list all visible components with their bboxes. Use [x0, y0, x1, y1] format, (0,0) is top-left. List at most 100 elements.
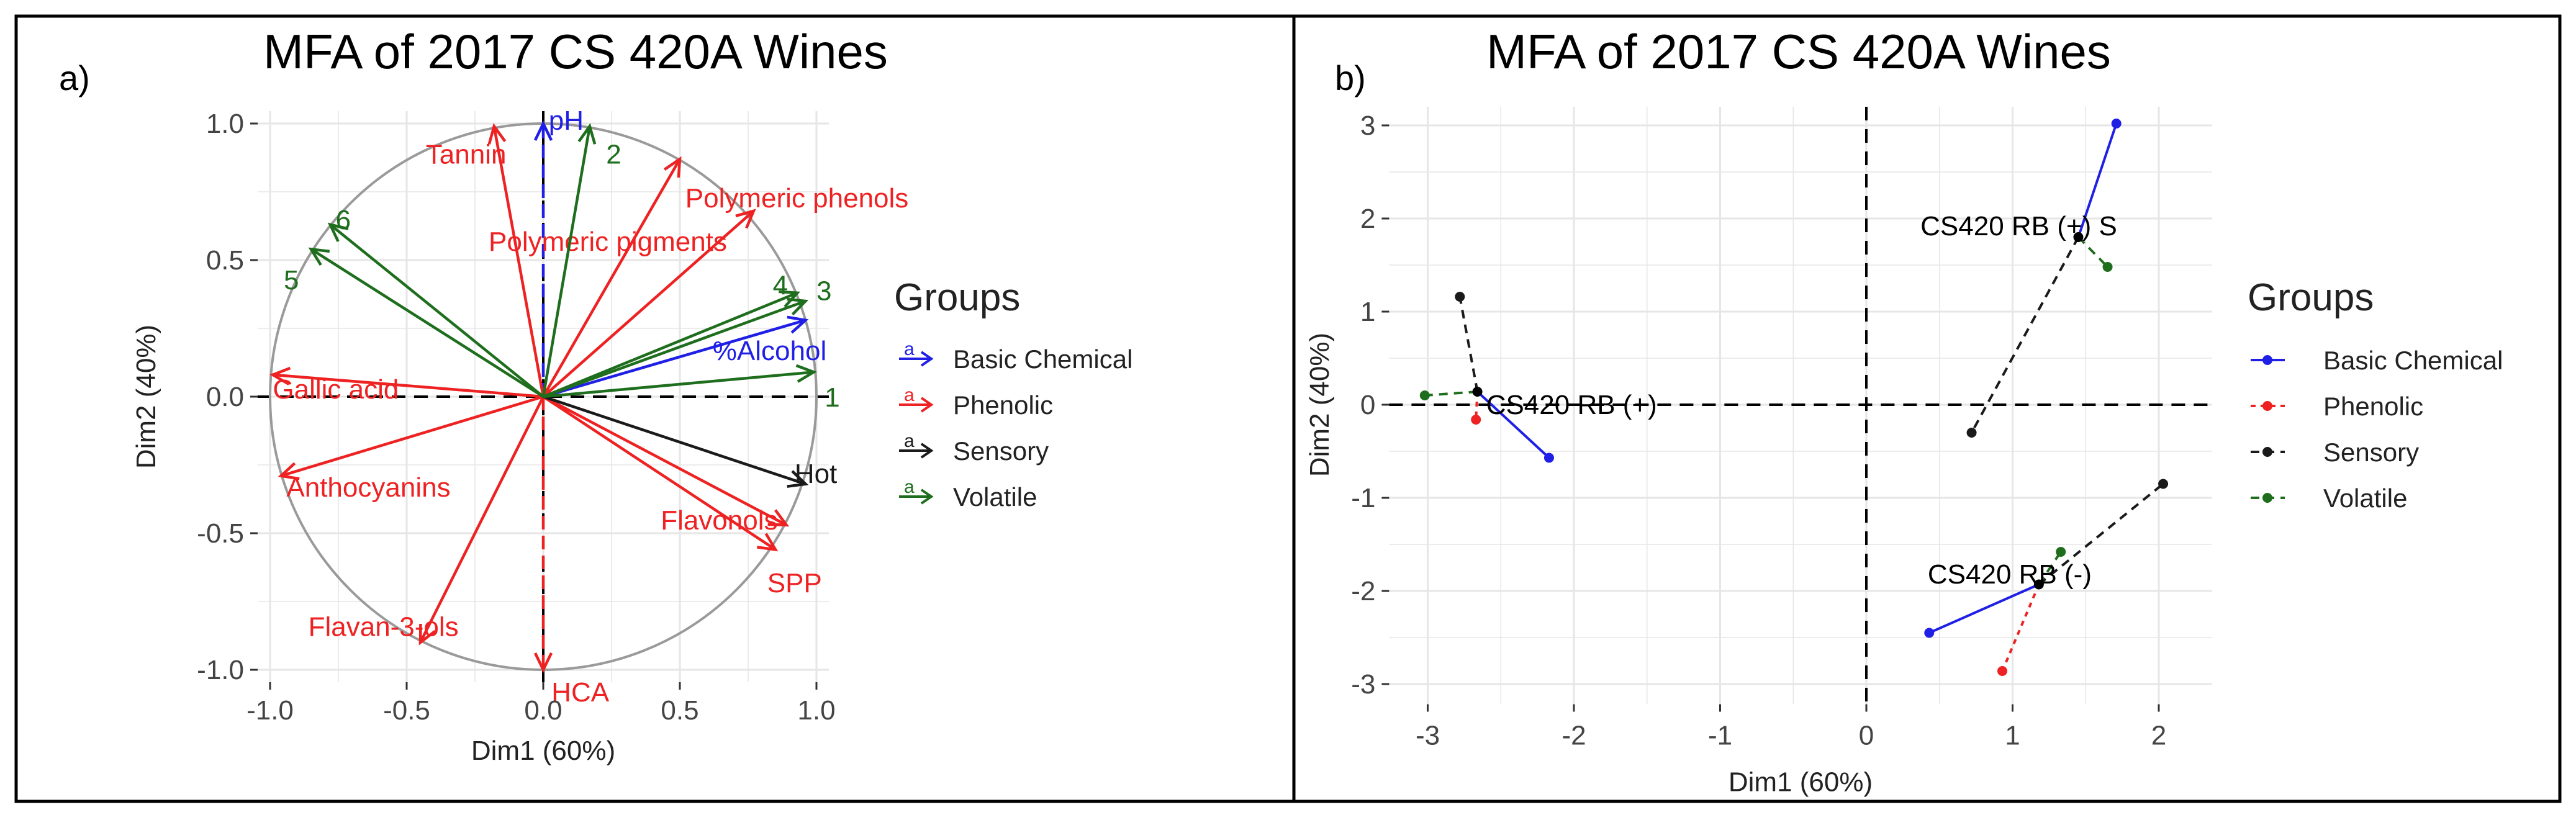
- partial-point-volatile: [2056, 547, 2066, 557]
- x-tick-label: 2: [2151, 721, 2166, 751]
- vector-label: Polymeric phenols: [685, 183, 909, 214]
- vector-label: 4: [773, 271, 788, 301]
- y-tick-label: 2: [1360, 204, 1375, 234]
- vector-5: 5: [284, 247, 545, 398]
- y-tick-label: 0.5: [206, 245, 244, 276]
- x-tick-label: 1.0: [797, 695, 835, 726]
- legend-key-glyph: a: [904, 431, 915, 451]
- legend-point: [2262, 447, 2272, 457]
- panel-a: a) MFA of 2017 CS 420A Wines pH %Alcohol T…: [14, 14, 1296, 803]
- legend-label: Volatile: [953, 482, 1037, 511]
- x-tick-label: -2: [1561, 721, 1586, 751]
- vector-line: [280, 395, 544, 477]
- individual-label: CS420 RB (-): [1928, 559, 2092, 590]
- vector-arrowhead: [533, 652, 553, 674]
- legend-arrowhead: [920, 443, 934, 459]
- partial-segment-sensory: [2038, 482, 2164, 586]
- legend-item-volatile: a Volatile: [899, 477, 1037, 511]
- partial-segment-basic-chemical: [2077, 123, 2118, 238]
- legend-label: Phenolic: [953, 390, 1053, 420]
- chart-a-x-axis-label: Dim1 (60%): [471, 736, 615, 766]
- vector-arrowhead: [327, 222, 349, 242]
- x-tick-label: -1.0: [246, 695, 294, 726]
- vector-arrowhead: [795, 364, 817, 383]
- vector-arrowhead: [735, 209, 756, 229]
- partial-point-phenolic: [1471, 415, 1481, 425]
- panel-b-frame: [1292, 14, 2562, 803]
- legend-item-basic-chemical: a Basic Chemical: [899, 339, 1132, 374]
- partial-point-basic-chemical: [2111, 119, 2122, 128]
- legend-arrowhead: [920, 397, 934, 413]
- vector-label: 2: [606, 139, 621, 169]
- vector-3: 3: [543, 276, 831, 399]
- partial-segment-sensory: [1970, 237, 2080, 433]
- vector-arrowhead: [663, 156, 682, 178]
- legend-label: Volatile: [2323, 484, 2407, 513]
- vector-anthocyanins: Anthocyanins: [278, 395, 544, 503]
- vector-flavan-3-ols: Flavan-3-ols: [309, 395, 545, 646]
- chart-a-y-axis-label: Dim2 (40%): [131, 325, 161, 469]
- y-tick-label: 1: [1360, 297, 1375, 327]
- legend-label: Sensory: [2323, 438, 2419, 467]
- legend-label: Sensory: [953, 436, 1049, 466]
- vector-line: [543, 395, 807, 485]
- chart-b-y-tick-labels: -3 -2 -1 0 1 2 3: [1351, 110, 1390, 700]
- y-tick-label: -2: [1351, 576, 1375, 606]
- x-tick-label: -1: [1708, 721, 1732, 751]
- vector-line: [542, 210, 755, 398]
- y-tick-label: 1.0: [206, 109, 244, 139]
- vector-label: Tannin: [426, 139, 507, 169]
- vector-arrowhead: [767, 509, 790, 527]
- vector-2: 2: [541, 123, 621, 397]
- legend-item-sensory: a Sensory: [899, 431, 1049, 466]
- partial-point-sensory: [2158, 479, 2169, 489]
- y-tick-label: 0.0: [206, 382, 244, 412]
- vector-ph: pH: [533, 106, 584, 397]
- vector-arrowhead: [787, 470, 809, 488]
- individual-point: [1472, 387, 1483, 397]
- vector-spp: SPP: [542, 395, 822, 598]
- vector-alcohol: %Alcohol: [543, 315, 826, 399]
- vector-line: [541, 126, 592, 397]
- individual-label: CS420 RB (+): [1486, 390, 1657, 420]
- vector-arrowhead: [756, 533, 779, 552]
- vector-label: 1: [825, 382, 839, 413]
- partial-point-volatile: [1419, 390, 1430, 400]
- vector-arrowhead: [779, 290, 800, 308]
- vector-arrowhead: [418, 623, 436, 646]
- vector-line: [418, 395, 545, 644]
- individual-point: [2033, 579, 2044, 590]
- panel-a-label: a): [59, 58, 90, 97]
- vector-line: [542, 395, 777, 551]
- legend-label: Basic Chemical: [2323, 346, 2503, 375]
- chart-b-points: [1419, 119, 2169, 676]
- legend-item-phenolic: Phenolic: [2251, 392, 2423, 421]
- chart-b-legend: Groups Basic Chemical Phenolic Sensory Vola…: [2248, 276, 2503, 513]
- vector-label: %Alcohol: [713, 336, 826, 366]
- legend-item-basic-chemical: Basic Chemical: [2251, 346, 2503, 375]
- vector-line: [543, 299, 807, 399]
- chart-a-y-tick-labels: -1.0 -0.5 0.0 0.5 1.0: [197, 109, 258, 685]
- chart-b-legend-title: Groups: [2248, 276, 2374, 319]
- y-tick-label: -0.5: [197, 518, 244, 549]
- legend-arrowhead: [920, 489, 934, 505]
- y-tick-label: -1: [1351, 483, 1375, 513]
- vector-label: Anthocyanins: [286, 472, 450, 503]
- chart-b-partial-segments: [1424, 123, 2164, 672]
- vector-label: Flavonols: [661, 505, 777, 536]
- partial-point-basic-chemical: [1543, 453, 1554, 463]
- partial-point-sensory: [1455, 292, 1465, 302]
- partial-point-volatile: [2102, 262, 2113, 272]
- vector-line: [329, 223, 545, 398]
- vector-4: 4: [543, 271, 800, 399]
- chart-b-x-tick-labels: -3 -2 -1 0 1 2: [1416, 704, 2166, 751]
- panel-b: b) MFA of 2017 CS 420A Wines CS420 RB (+…: [1292, 14, 2562, 803]
- individual-point: [2073, 232, 2084, 242]
- vector-line: [542, 158, 681, 398]
- vector-arrowhead: [278, 462, 300, 480]
- vector-label: pH: [549, 106, 584, 136]
- legend-item-sensory: Sensory: [2251, 438, 2419, 467]
- vector-arrowhead: [533, 120, 553, 141]
- vector-label: Hot: [795, 459, 837, 489]
- partial-segment-sensory: [1458, 296, 1479, 392]
